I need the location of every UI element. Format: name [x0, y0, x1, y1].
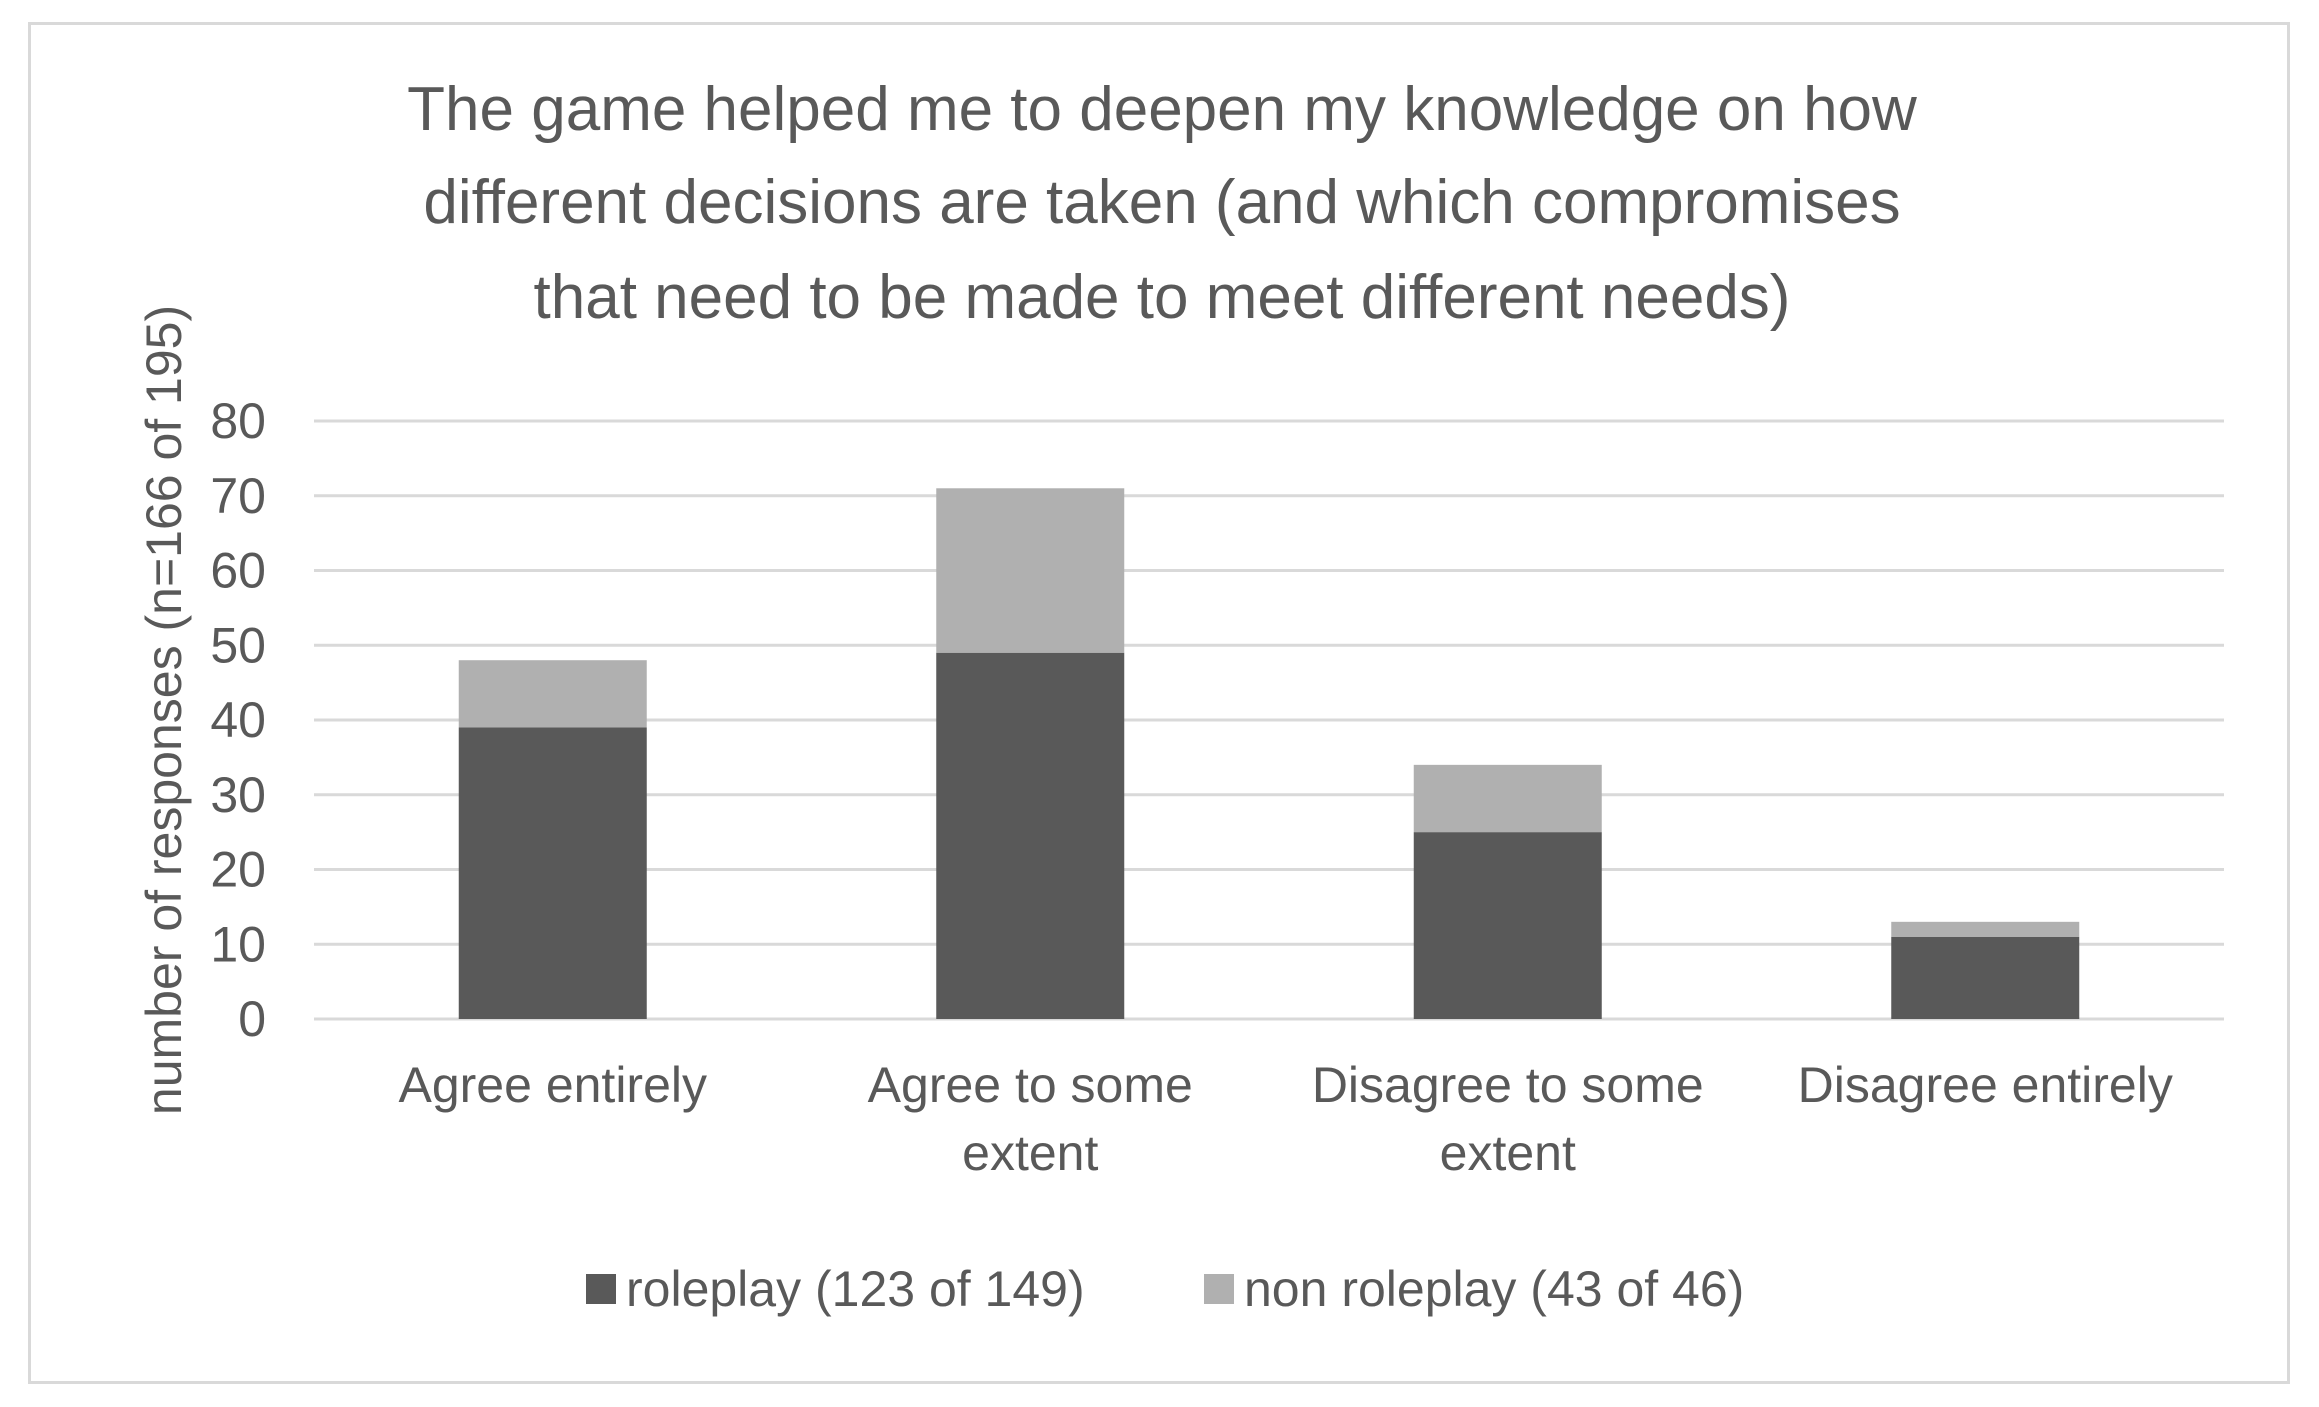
bar-roleplay-0 [458, 727, 647, 1019]
chart-title-line-1: The game helped me to deepen my knowledg… [407, 75, 1917, 144]
bar-non-roleplay-2 [1413, 764, 1602, 833]
x-tick-label-line: Agree entirely [399, 1057, 708, 1113]
bar-roleplay-1 [936, 652, 1125, 1019]
x-tick-label-line: Disagree entirely [1798, 1057, 2173, 1113]
y-tick-label-40: 40 [210, 692, 266, 748]
y-axis-ticks: 0 10 20 30 40 50 60 70 80 [210, 393, 266, 1047]
legend-label-roleplay: roleplay (123 of 149) [626, 1261, 1085, 1317]
y-tick-label-70: 70 [210, 468, 266, 524]
chart-title-line-3: that need to be made to meet different n… [534, 263, 1791, 332]
x-tick-label-1: Agree to some extent [868, 1057, 1193, 1181]
bar-non-roleplay-0 [458, 660, 647, 728]
y-tick-label-80: 80 [210, 393, 266, 449]
x-tick-label-line: Agree to some [868, 1057, 1193, 1113]
chart-title: The game helped me to deepen my knowledg… [407, 75, 1917, 332]
y-tick-label-20: 20 [210, 842, 266, 898]
x-tick-label-line: Disagree to some [1312, 1057, 1704, 1113]
legend-swatch-roleplay [586, 1274, 616, 1304]
x-tick-label-2: Disagree to some extent [1312, 1057, 1704, 1181]
x-axis-labels: Agree entirely Agree to some extentDisagre… [399, 1057, 2173, 1181]
y-axis-label: number of responses (n=166 of 195) [136, 305, 192, 1115]
x-tick-label-line: extent [1440, 1125, 1576, 1181]
y-tick-label-10: 10 [210, 916, 266, 972]
legend: roleplay (123 of 149) non roleplay (43 of… [586, 1261, 1744, 1317]
stacked-bar-chart: The game helped me to deepen my knowledg… [136, 75, 2224, 1317]
x-tick-label-3: Disagree entirely [1798, 1057, 2173, 1113]
chart-title-line-2: different decisions are taken (and which… [423, 168, 1900, 237]
y-tick-label-60: 60 [210, 543, 266, 599]
y-tick-label-30: 30 [210, 767, 266, 823]
bar-roleplay-2 [1413, 832, 1602, 1019]
legend-swatch-non-roleplay [1204, 1274, 1234, 1304]
chart-frame: The game helped me to deepen my knowledg… [28, 22, 2290, 1384]
y-tick-label-0: 0 [238, 991, 266, 1047]
x-tick-label-line: extent [962, 1125, 1098, 1181]
bar-roleplay-3 [1891, 936, 2080, 1019]
y-tick-label-50: 50 [210, 617, 266, 673]
bars [458, 488, 2080, 1019]
bar-non-roleplay-1 [936, 488, 1125, 653]
bar-non-roleplay-3 [1891, 921, 2080, 937]
x-tick-label-0: Agree entirely [399, 1057, 708, 1113]
legend-label-non-roleplay: non roleplay (43 of 46) [1244, 1261, 1744, 1317]
